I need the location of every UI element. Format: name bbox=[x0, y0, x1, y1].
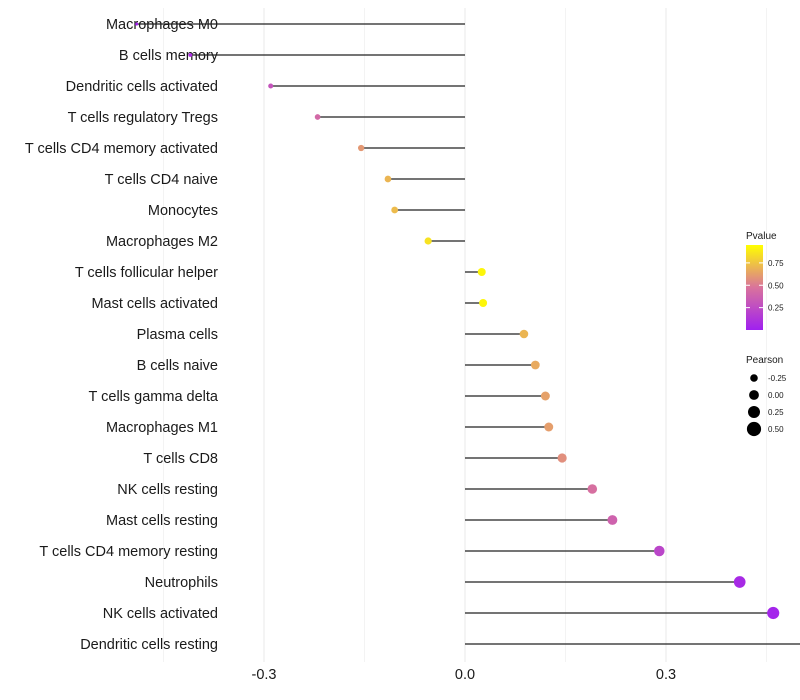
lollipop-point bbox=[544, 422, 554, 432]
category-label: NK cells activated bbox=[103, 606, 218, 622]
size-legend-label: 0.00 bbox=[768, 391, 784, 400]
pvalue-legend-title: Pvalue bbox=[746, 231, 777, 242]
size-legend-dot bbox=[749, 390, 759, 400]
size-legend-dot bbox=[748, 406, 760, 418]
size-legend-dot bbox=[746, 421, 762, 437]
pvalue-legend: Pvalue 0.25 0.50 0.75 bbox=[746, 231, 784, 330]
category-label: T cells gamma delta bbox=[89, 389, 219, 405]
lollipop-point bbox=[733, 576, 746, 588]
category-label: T cells CD4 memory resting bbox=[39, 544, 218, 560]
pearson-legend: Pearson -0.25 0.00 0.25 0.50 bbox=[746, 355, 787, 437]
size-legend-label: 0.50 bbox=[768, 425, 784, 434]
category-label: Macrophages M1 bbox=[106, 420, 218, 436]
lollipop-point bbox=[557, 453, 567, 463]
category-label: T cells CD4 memory activated bbox=[25, 141, 218, 157]
lollipop-marks bbox=[135, 22, 800, 645]
lollipop-point bbox=[135, 22, 139, 26]
lollipop-point bbox=[654, 545, 665, 557]
lollipop-point bbox=[587, 484, 598, 494]
category-label: T cells follicular helper bbox=[75, 265, 218, 281]
lollipop-point bbox=[479, 298, 488, 308]
grid-layer bbox=[163, 8, 767, 662]
size-legend-dot bbox=[750, 374, 758, 382]
pvalue-colorbar bbox=[746, 245, 763, 330]
category-label: Dendritic cells activated bbox=[66, 79, 218, 95]
category-label: Plasma cells bbox=[137, 327, 218, 343]
category-label: T cells CD4 naive bbox=[105, 172, 218, 188]
category-label: Macrophages M0 bbox=[106, 17, 218, 33]
size-legend-label: -0.25 bbox=[768, 374, 787, 383]
category-labels: Macrophages M0 B cells memory Dendritic ce… bbox=[25, 17, 219, 653]
lollipop-point bbox=[540, 391, 550, 401]
x-axis: -0.3 0.0 0.3 bbox=[252, 667, 677, 683]
category-label: Mast cells resting bbox=[106, 513, 218, 529]
colorbar-tick-label: 0.75 bbox=[768, 259, 784, 268]
x-tick-label: 0.3 bbox=[656, 667, 676, 683]
lollipop-point bbox=[391, 206, 399, 214]
category-label: Macrophages M2 bbox=[106, 234, 218, 250]
lollipop-point bbox=[530, 360, 540, 370]
lollipop-point bbox=[519, 329, 529, 339]
lollipop-point bbox=[767, 606, 780, 620]
pearson-legend-title: Pearson bbox=[746, 355, 783, 366]
category-label: T cells CD8 bbox=[143, 451, 218, 467]
lollipop-point bbox=[384, 175, 392, 183]
category-label: Monocytes bbox=[148, 203, 218, 219]
category-label: B cells naive bbox=[137, 358, 218, 374]
colorbar-tick-label: 0.50 bbox=[768, 281, 784, 290]
colorbar-tick-label: 0.25 bbox=[768, 304, 784, 313]
category-label: NK cells resting bbox=[117, 482, 218, 498]
lollipop-point bbox=[188, 53, 193, 57]
category-label: Neutrophils bbox=[145, 575, 218, 591]
category-label: B cells memory bbox=[119, 48, 219, 64]
category-label: Mast cells activated bbox=[91, 296, 218, 312]
category-label: Dendritic cells resting bbox=[80, 637, 218, 653]
lollipop-point bbox=[268, 83, 274, 89]
category-label: T cells regulatory Tregs bbox=[68, 110, 218, 126]
lollipop-point bbox=[314, 114, 321, 120]
lollipop-point bbox=[607, 515, 618, 525]
x-tick-label: 0.0 bbox=[455, 667, 475, 683]
lollipop-point bbox=[477, 268, 486, 276]
size-legend-label: 0.25 bbox=[768, 408, 784, 417]
lollipop-point bbox=[358, 144, 365, 152]
x-tick-label: -0.3 bbox=[252, 667, 277, 683]
lollipop-point bbox=[424, 237, 432, 245]
